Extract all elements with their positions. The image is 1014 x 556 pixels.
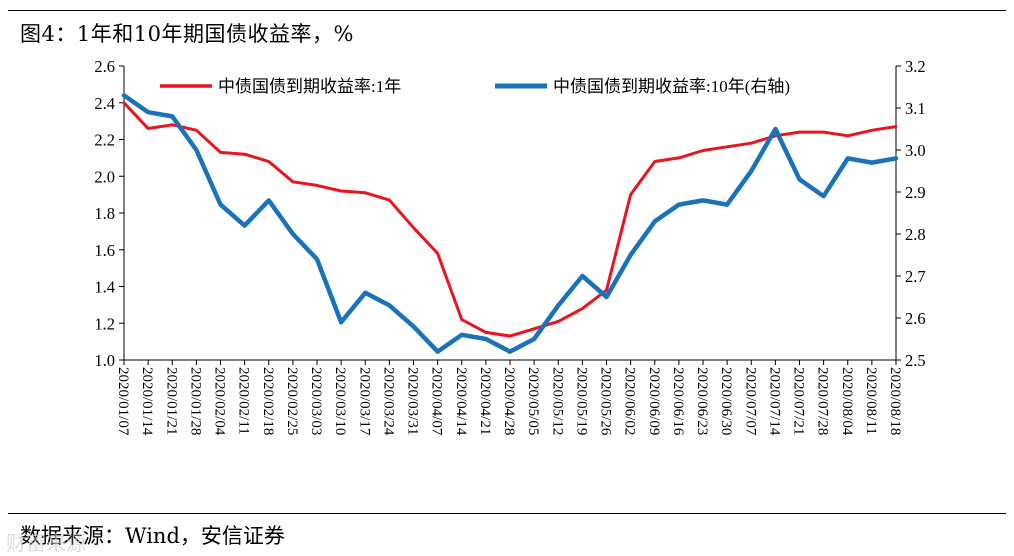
left-tick-label: 2.6 bbox=[94, 57, 115, 76]
top-rule bbox=[8, 10, 1006, 11]
x-tick-label: 2020/06/23 bbox=[694, 367, 710, 435]
series-line-10y bbox=[121, 93, 899, 354]
x-tick-label: 2020/08/04 bbox=[839, 367, 855, 436]
right-tick-label: 3.2 bbox=[905, 57, 926, 76]
x-tick-label: 2020/02/11 bbox=[236, 367, 252, 435]
x-tick-label: 2020/01/28 bbox=[187, 367, 203, 435]
x-tick-label: 2020/08/18 bbox=[887, 367, 903, 435]
source-note: 数据来源：Wind，安信证券 bbox=[20, 524, 285, 548]
x-tick-label: 2020/04/28 bbox=[501, 367, 517, 435]
x-tick-label: 2020/07/14 bbox=[766, 367, 782, 436]
left-tick-label: 1.0 bbox=[94, 351, 115, 370]
left-tick-label: 1.4 bbox=[94, 278, 115, 297]
right-tick-label: 2.9 bbox=[905, 183, 926, 202]
x-tick-label: 2020/04/07 bbox=[429, 367, 445, 436]
x-tick-label: 2020/06/16 bbox=[670, 367, 686, 436]
legend-label-1y: 中债国债到期收益率:1年 bbox=[218, 77, 401, 96]
x-tick-label: 2020/05/12 bbox=[549, 367, 565, 435]
right-tick-label: 2.5 bbox=[905, 351, 926, 370]
right-tick-label: 2.8 bbox=[905, 225, 926, 244]
bottom-rule bbox=[8, 513, 1006, 514]
x-tick-label: 2020/04/21 bbox=[477, 367, 493, 435]
x-tick-label: 2020/01/21 bbox=[163, 367, 179, 435]
x-tick-label: 2020/06/30 bbox=[718, 367, 734, 435]
yield-chart: 1.0 1.2 1.4 1.6 1.8 2.0 2.2 2.4 2.6 2.5 2.6 2.7 2.8… bbox=[94, 57, 926, 436]
right-tick-label: 2.7 bbox=[905, 267, 926, 286]
x-tick-label: 2020/08/11 bbox=[863, 367, 879, 435]
x-tick-label: 2020/02/18 bbox=[260, 367, 276, 435]
x-tick-label: 2020/02/04 bbox=[212, 367, 228, 436]
x-tick-label: 2020/05/19 bbox=[573, 367, 589, 435]
x-tick-label: 2020/06/02 bbox=[622, 367, 638, 435]
chart-axes bbox=[123, 66, 897, 361]
left-axis-ticks: 1.0 1.2 1.4 1.6 1.8 2.0 2.2 2.4 2.6 bbox=[94, 57, 124, 370]
x-tick-label: 2020/07/21 bbox=[791, 367, 807, 435]
right-axis-ticks: 2.5 2.6 2.7 2.8 2.9 3.0 3.1 3.2 bbox=[896, 57, 926, 370]
x-tick-label: 2020/02/25 bbox=[284, 367, 300, 435]
series-line-1y bbox=[122, 101, 898, 338]
watermark: 财富来源 bbox=[6, 531, 86, 555]
legend: 中债国债到期收益率:1年 中债国债到期收益率:10年(右轴) bbox=[160, 77, 790, 96]
legend-label-10y: 中债国债到期收益率:10年(右轴) bbox=[553, 77, 790, 96]
x-tick-label: 2020/03/03 bbox=[308, 367, 324, 435]
x-tick-label: 2020/01/14 bbox=[139, 367, 155, 436]
x-tick-label: 2020/07/07 bbox=[742, 367, 758, 436]
left-tick-label: 1.2 bbox=[94, 314, 115, 333]
x-tick-label: 2020/03/17 bbox=[356, 367, 372, 436]
x-axis-ticks: 2020/01/07 2020/01/14 2020/01/21 2020/01/28… bbox=[115, 360, 903, 436]
x-tick-label: 2020/03/31 bbox=[405, 367, 421, 435]
left-tick-label: 1.6 bbox=[94, 241, 115, 260]
x-tick-label: 2020/05/05 bbox=[525, 367, 541, 435]
left-tick-label: 2.2 bbox=[94, 131, 115, 150]
x-tick-label: 2020/04/14 bbox=[453, 367, 469, 436]
x-tick-label: 2020/03/24 bbox=[380, 367, 396, 436]
x-tick-label: 2020/06/09 bbox=[646, 367, 662, 435]
x-tick-label: 2020/05/26 bbox=[598, 367, 614, 436]
right-tick-label: 2.6 bbox=[905, 309, 926, 328]
left-tick-label: 2.4 bbox=[94, 94, 115, 113]
right-tick-label: 3.1 bbox=[905, 99, 926, 118]
figure-title: 图4：1年和10年期国债收益率，% bbox=[20, 22, 354, 46]
x-tick-label: 2020/07/28 bbox=[815, 367, 831, 435]
left-tick-label: 1.8 bbox=[94, 204, 115, 223]
x-tick-label: 2020/03/10 bbox=[332, 367, 348, 435]
right-tick-label: 3.0 bbox=[905, 141, 926, 160]
left-tick-label: 2.0 bbox=[94, 167, 115, 186]
x-tick-label: 2020/01/07 bbox=[115, 367, 131, 436]
series-lines bbox=[121, 93, 899, 354]
